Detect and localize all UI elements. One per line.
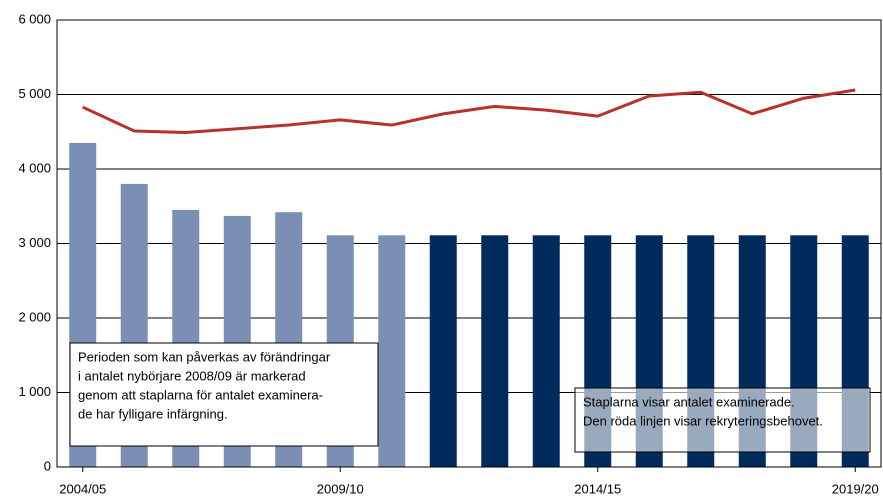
y-tick-label: 0 [44, 458, 51, 473]
annotation-text: i antalet nybörjare 2008/09 är markerad [78, 368, 306, 383]
annotation-text: genom att staplarna för antalet examiner… [78, 387, 323, 402]
x-tick-label: 2019/20 [832, 481, 879, 496]
y-tick-label: 1 000 [18, 384, 51, 399]
annotation-box [69, 342, 379, 447]
x-tick-label: 2009/10 [317, 481, 364, 496]
bar [481, 235, 509, 467]
y-tick-label: 3 000 [18, 235, 51, 250]
x-tick-label: 2014/15 [574, 481, 621, 496]
plot-frame [56, 19, 882, 468]
annotation-text: Staplarna visar antalet examinerade. [583, 394, 795, 409]
line [82, 88, 856, 134]
y-tick-label: 2 000 [18, 309, 51, 324]
annotation-text: de har fylligare infärgning. [78, 406, 228, 421]
y-tick-label: 6 000 [18, 11, 51, 26]
bar [532, 235, 560, 467]
annotation-text: Perioden som kan påverkas av förändringa… [78, 349, 331, 364]
annotation-box [574, 387, 871, 453]
annotation-text: Den röda linjen visar rekryteringsbehove… [583, 413, 823, 428]
bar [429, 235, 457, 467]
x-tick-label: 2004/05 [59, 481, 106, 496]
y-tick-label: 5 000 [18, 86, 51, 101]
y-tick-label: 4 000 [18, 160, 51, 175]
bar [378, 235, 406, 467]
